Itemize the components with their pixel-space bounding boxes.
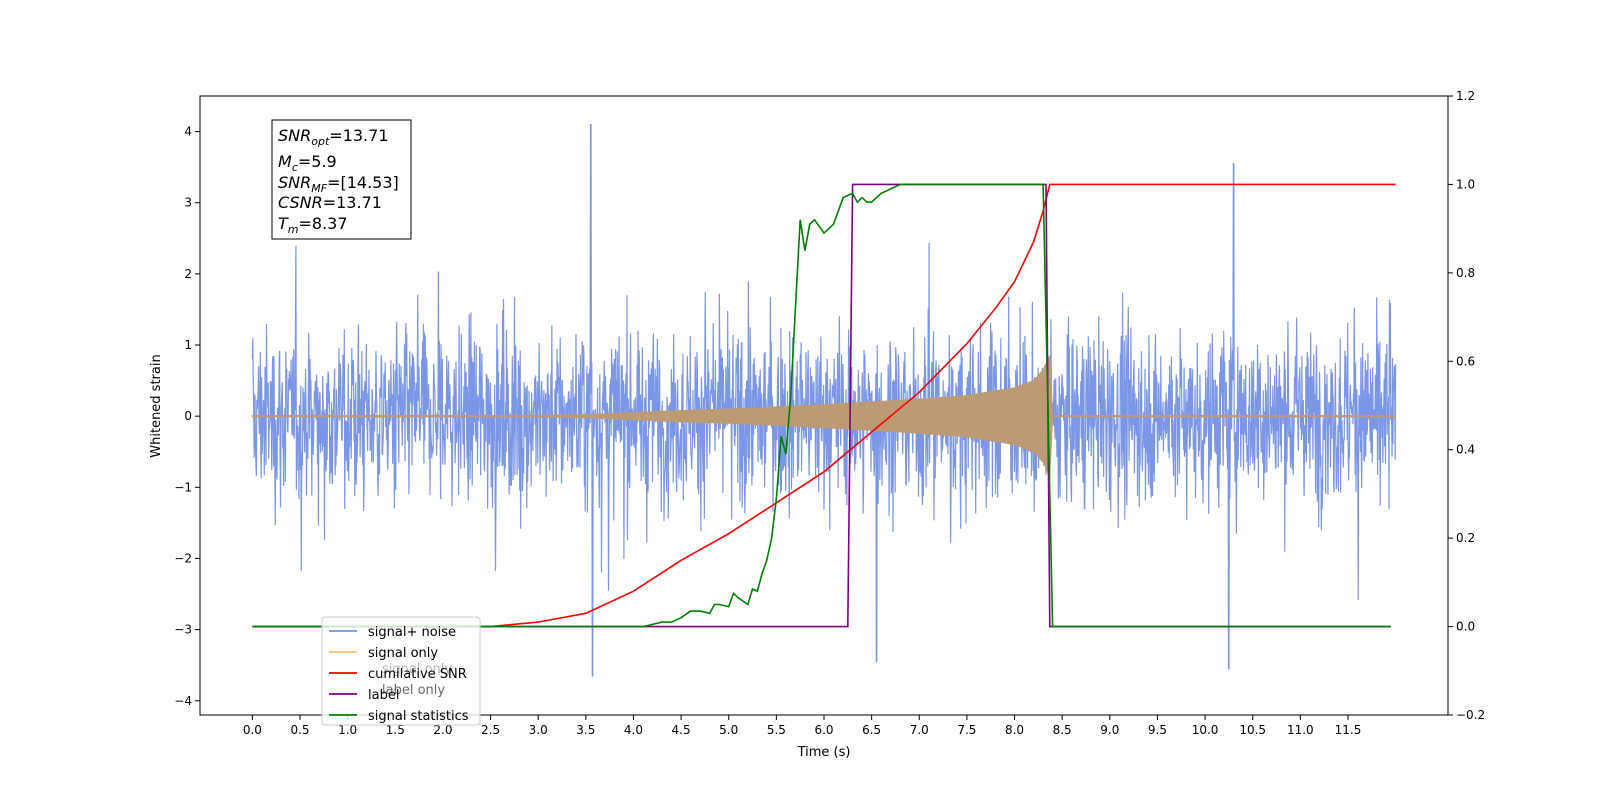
info-box-line: SNRopt=13.71: [278, 126, 389, 148]
y-left-tick-label: −2: [174, 551, 192, 565]
x-tick-label: 6.0: [814, 723, 833, 737]
info-box-subscript: opt: [311, 135, 330, 148]
info-box-value: =13.71: [323, 193, 382, 212]
y-right-tick-label: 1.0: [1456, 177, 1475, 191]
y-right-tick-label: 0.6: [1456, 354, 1475, 368]
y-axis-label: Whitened strain: [149, 354, 164, 457]
y-left-tick-label: −3: [174, 623, 192, 637]
y-left-tick-label: 0: [184, 409, 192, 423]
info-box-line: CSNR=13.71: [278, 193, 382, 212]
x-tick-label: 8.5: [1053, 723, 1072, 737]
info-box-value: =8.37: [299, 214, 348, 233]
info-box-subscript: m: [288, 223, 299, 236]
info-box-line: SNRMF=[14.53]: [278, 173, 399, 195]
x-tick-label: 7.0: [910, 723, 929, 737]
legend-label: signal+ noise: [368, 625, 456, 640]
info-box-symbol: T: [278, 214, 289, 233]
info-box-subscript: MF: [311, 182, 327, 195]
info-box-value: =[14.53]: [327, 173, 399, 192]
legend-ghost-label: signal only: [382, 662, 452, 677]
x-tick-label: 9.5: [1148, 723, 1167, 737]
x-tick-label: 10.5: [1239, 723, 1266, 737]
x-tick-label: 8.0: [1005, 723, 1024, 737]
legend-frame: [321, 616, 481, 726]
x-tick-label: 1.0: [338, 723, 357, 737]
x-tick-label: 9.0: [1100, 723, 1119, 737]
series-signal-statistics: [252, 183, 1391, 628]
x-tick-label: 10.0: [1192, 723, 1219, 737]
y-left-tick-label: 1: [184, 338, 192, 352]
y-left-tick-label: 4: [184, 125, 192, 139]
y-left-tick-label: −1: [174, 480, 192, 494]
x-tick-label: 5.5: [767, 723, 786, 737]
x-tick-label: 11.0: [1287, 723, 1314, 737]
info-box-symbol: SNR: [278, 173, 311, 192]
legend-label: cumilative SNR: [368, 667, 467, 682]
series-signal-noise: [251, 123, 1397, 677]
x-tick-label: 4.5: [672, 723, 691, 737]
x-tick-label: 5.0: [719, 723, 738, 737]
x-tick-label: 0.5: [290, 723, 309, 737]
legend-label: signal statistics: [368, 709, 469, 724]
info-box-subscript: c: [292, 161, 298, 174]
series-signal-only: [251, 355, 1397, 477]
x-axis: 0.0 0.5 1.0 1.5 2.0 2.5 3.0 3.5 4.0 4.5 5.0 5.5 6.0 6…: [243, 715, 1361, 737]
y-axis-left: 4 3 2 1 0 −1 −2 −3 −4: [174, 125, 200, 708]
legend-label: label: [368, 688, 399, 703]
y-right-tick-label: 0.0: [1456, 620, 1475, 634]
info-box-line: Mc=5.9: [278, 152, 337, 174]
y-left-tick-label: −4: [174, 694, 192, 708]
y-right-tick-label: −0.2: [1456, 708, 1485, 722]
info-box-frame: [271, 119, 412, 240]
info-box-symbol: SNR: [278, 126, 311, 145]
x-tick-label: 3.0: [529, 723, 548, 737]
y-left-tick-label: 3: [184, 196, 192, 210]
x-tick-label: 2.5: [481, 723, 500, 737]
legend-label: signal only: [368, 646, 438, 661]
x-tick-label: 1.5: [386, 723, 405, 737]
y-right-tick-label: 0.8: [1456, 266, 1475, 280]
x-tick-label: 6.5: [862, 723, 881, 737]
y-left-tick-label: 2: [184, 267, 192, 281]
y-right-tick-label: 0.4: [1456, 443, 1475, 457]
x-axis-label: Time (s): [797, 745, 851, 760]
info-box: SNRopt=13.71Mc=5.9SNRMF=[14.53]CSNR=13.7…: [271, 119, 412, 240]
legend-ghost-label: label only: [382, 683, 445, 698]
info-box-line: Tm=8.37: [278, 214, 348, 236]
legend: label only signal only signal+ noise signal…: [321, 616, 481, 726]
info-box-symbol: CSNR: [278, 193, 323, 212]
x-tick-label: 3.5: [576, 723, 595, 737]
y-right-tick-label: 0.2: [1456, 531, 1475, 545]
x-tick-label: 11.5: [1335, 723, 1362, 737]
info-box-value: =13.71: [329, 126, 388, 145]
y-right-tick-label: 1.2: [1456, 89, 1475, 103]
y-axis-right: 1.2 1.0 0.8 0.6 0.4 0.2 0.0 −0.2: [1448, 89, 1485, 722]
info-box-symbol: M: [278, 152, 292, 171]
x-tick-label: 7.5: [957, 723, 976, 737]
x-tick-label: 0.0: [243, 723, 262, 737]
info-box-value: =5.9: [298, 152, 337, 171]
x-tick-label: 2.0: [433, 723, 452, 737]
x-tick-label: 4.0: [624, 723, 643, 737]
